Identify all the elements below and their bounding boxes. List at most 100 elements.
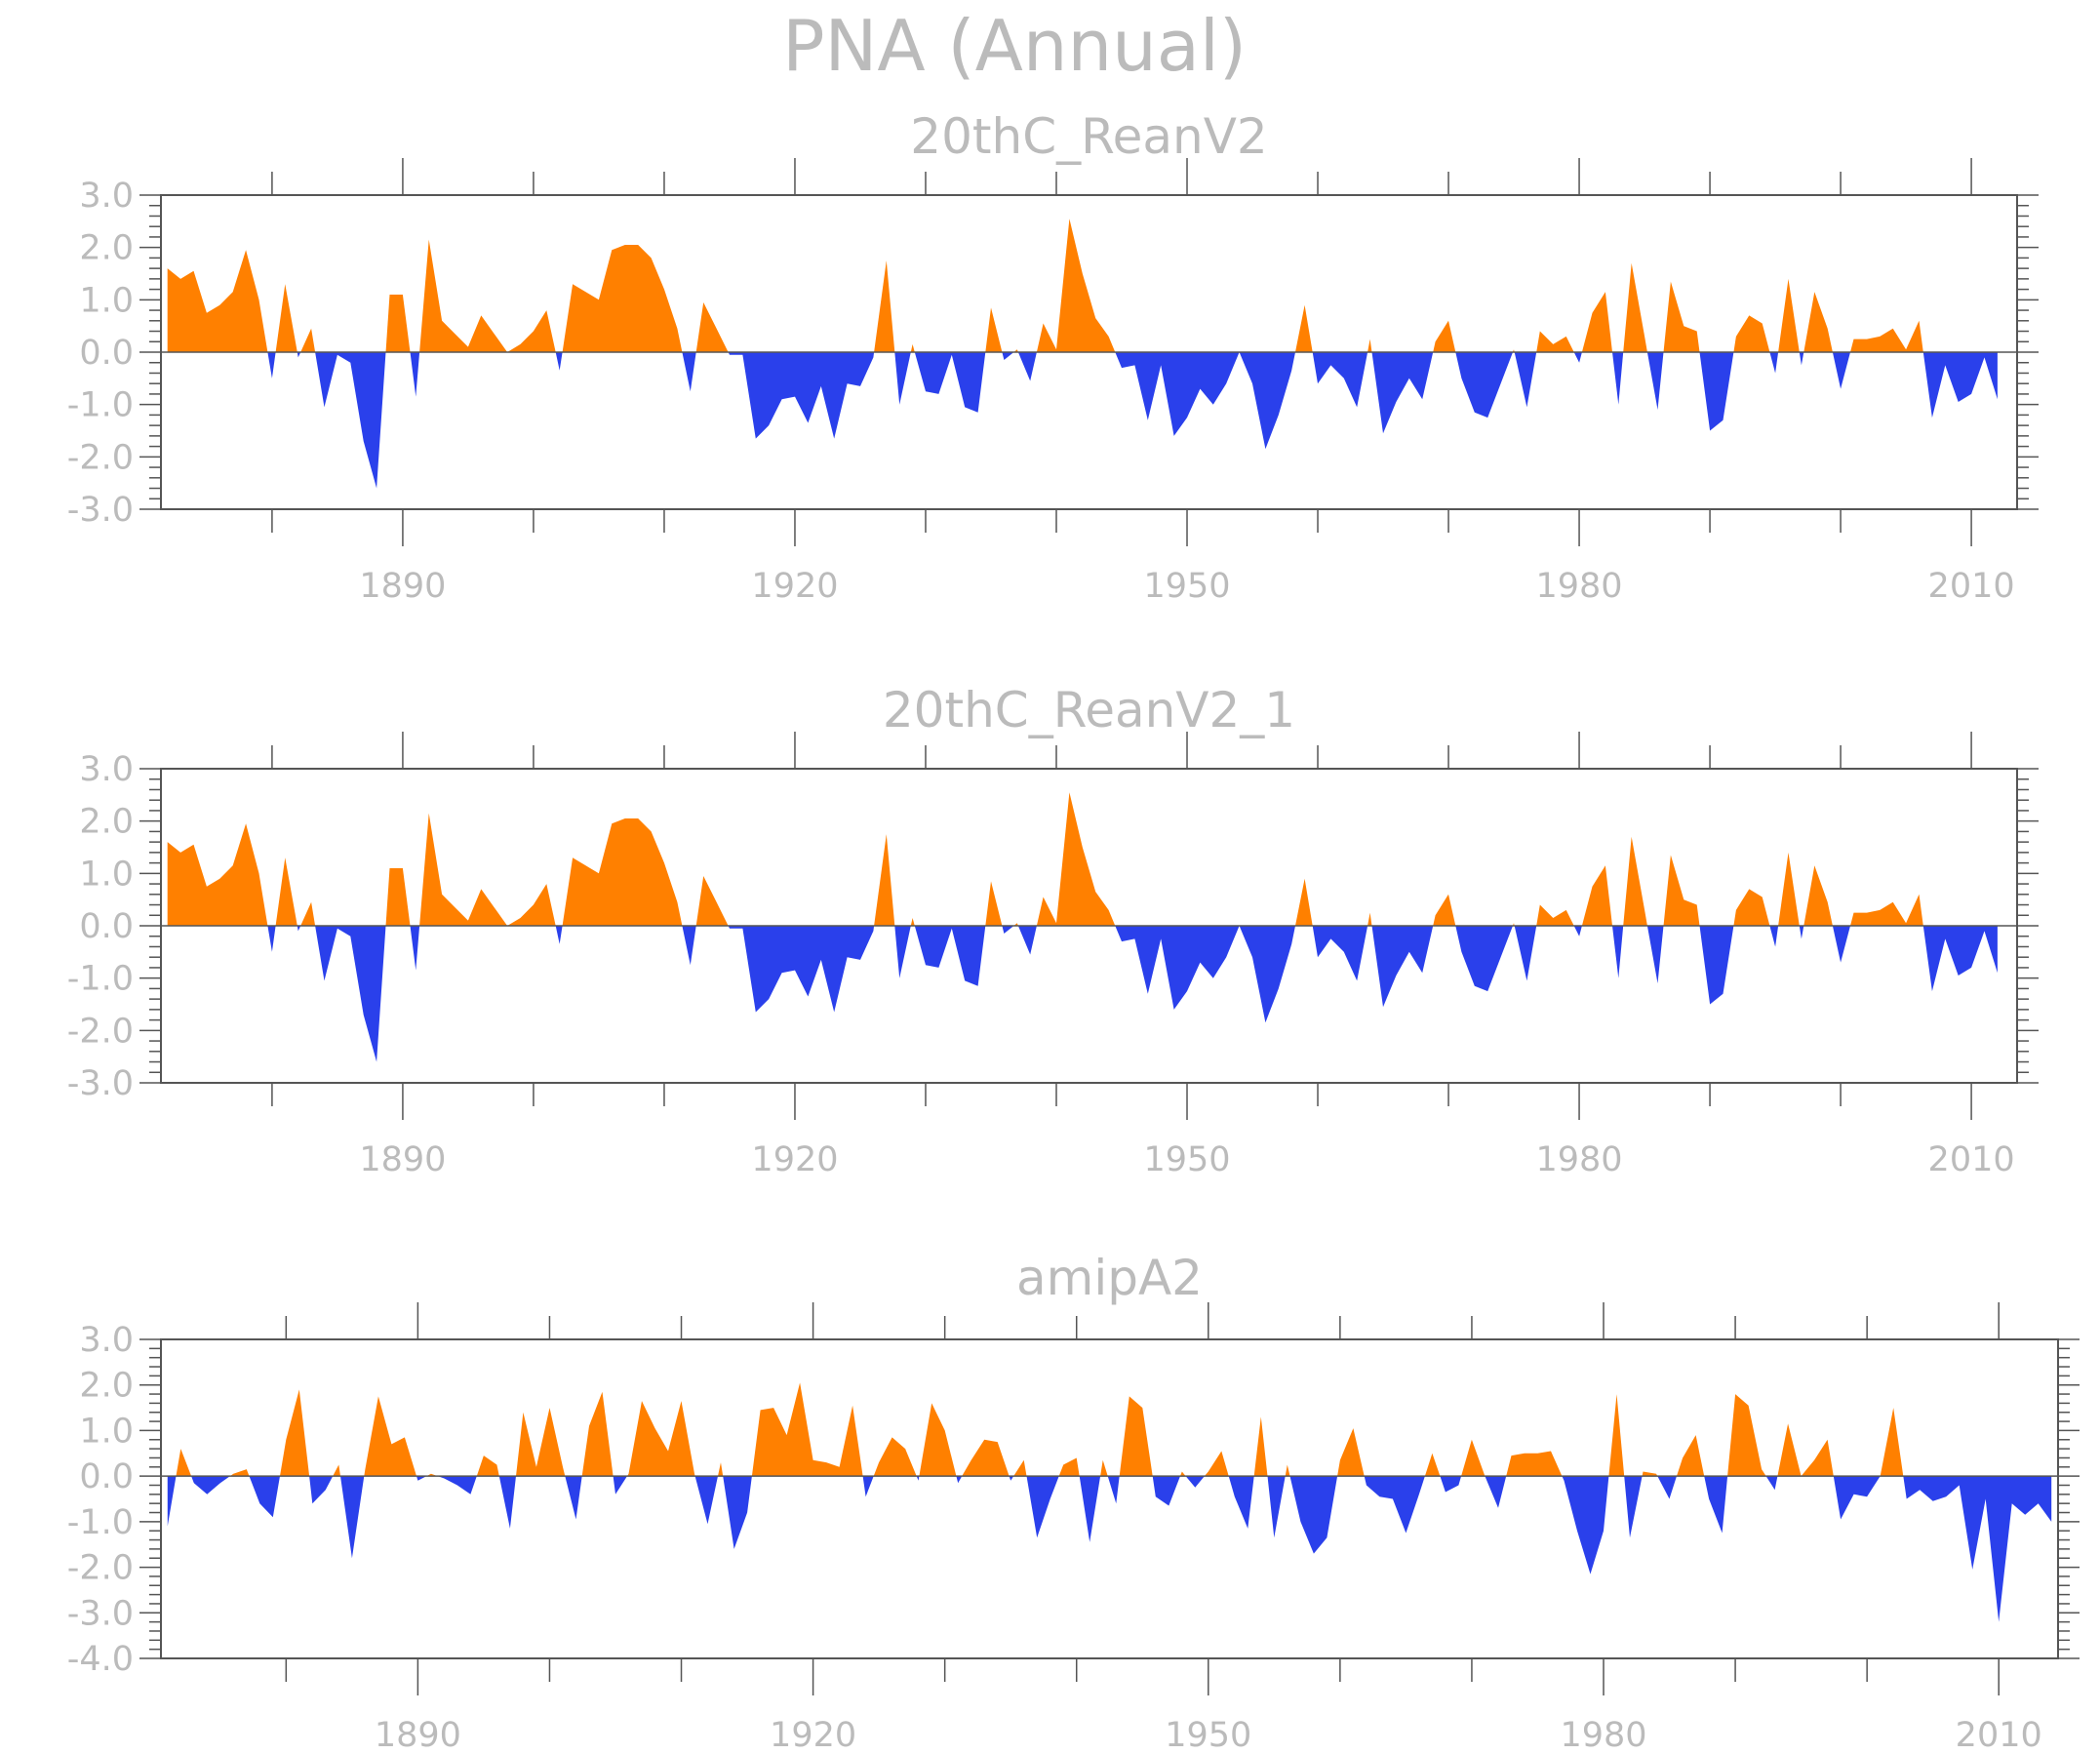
- negative-anomaly-area: [1624, 1476, 1643, 1538]
- panel-2: 20thC_ReanV2_1 3.0 2.0 1.0 0.0 -1.0 -2.0 -3.0 18…: [67, 682, 2039, 1179]
- negative-anomaly-area: [1002, 352, 1014, 360]
- negative-anomaly-area: [555, 926, 563, 944]
- positive-anomaly-area: [1294, 304, 1313, 352]
- negative-anomaly-area: [416, 1476, 427, 1481]
- x-tick-label: 1980: [1536, 567, 1623, 606]
- negative-anomaly-area: [1485, 1476, 1507, 1508]
- positive-anomaly-area: [751, 1382, 863, 1477]
- positive-anomaly-area: [695, 876, 729, 926]
- positive-anomaly-area: [1253, 1416, 1268, 1477]
- negative-anomaly-area: [1312, 352, 1368, 408]
- positive-anomaly-area: [1424, 1453, 1441, 1477]
- y-tick-label: -2.0: [67, 1549, 134, 1588]
- negative-anomaly-area: [410, 352, 420, 397]
- negative-anomaly-area: [167, 1476, 177, 1527]
- y-tick-label: 1.0: [79, 281, 134, 320]
- negative-anomaly-area: [728, 926, 875, 1013]
- positive-anomaly-area: [1204, 1451, 1229, 1477]
- y-tick-label: -3.0: [67, 1594, 134, 1633]
- negative-anomaly-area: [1922, 926, 1998, 992]
- positive-anomaly-area: [919, 1403, 957, 1477]
- negative-anomaly-area: [1657, 1476, 1677, 1499]
- positive-anomaly-area: [1581, 865, 1612, 926]
- y-tick-label: 2.0: [79, 803, 134, 842]
- positive-anomaly-area: [1536, 331, 1574, 352]
- negative-anomaly-area: [1514, 926, 1537, 981]
- negative-anomaly-area: [728, 352, 875, 439]
- negative-anomaly-area: [437, 1476, 477, 1495]
- positive-anomaly-area: [1727, 1394, 1766, 1477]
- positive-anomaly-area: [1179, 1471, 1186, 1477]
- positive-anomaly-area: [275, 284, 297, 352]
- negative-anomaly-area: [1646, 926, 1664, 983]
- positive-anomaly-area: [1536, 904, 1574, 926]
- negative-anomaly-area: [723, 1476, 752, 1549]
- negative-anomaly-area: [1699, 352, 1734, 431]
- positive-anomaly-area: [300, 328, 316, 352]
- positive-anomaly-area: [695, 302, 729, 352]
- positive-anomaly-area: [1777, 1423, 1834, 1477]
- negative-anomaly-area: [1371, 352, 1434, 434]
- negative-anomaly-area: [249, 1476, 280, 1518]
- positive-anomaly-area: [1367, 912, 1372, 926]
- positive-anomaly-area: [1803, 292, 1833, 352]
- positive-anomaly-area: [300, 901, 316, 926]
- negative-anomaly-area: [1267, 1476, 1286, 1538]
- main-title: PNA (Annual): [782, 5, 1247, 87]
- negative-anomaly-area: [1440, 1476, 1462, 1493]
- positive-anomaly-area: [985, 307, 1003, 352]
- y-tick-label: 3.0: [79, 1321, 134, 1360]
- negative-anomaly-area: [410, 926, 420, 971]
- negative-anomaly-area: [315, 352, 386, 489]
- negative-anomaly-area: [1115, 926, 1295, 1023]
- y-tick-label: 1.0: [79, 1412, 134, 1451]
- negative-anomaly-area: [297, 926, 301, 932]
- negative-anomaly-area: [1289, 1476, 1338, 1554]
- negative-anomaly-area: [1573, 352, 1582, 363]
- negative-anomaly-area: [1573, 926, 1582, 937]
- negative-anomaly-area: [894, 926, 911, 978]
- y-tick-label: 3.0: [79, 177, 134, 216]
- positive-anomaly-area: [910, 343, 915, 352]
- negative-anomaly-area: [1799, 352, 1804, 366]
- positive-anomaly-area: [1433, 320, 1456, 352]
- negative-anomaly-area: [339, 1476, 365, 1559]
- plot-area: [167, 219, 1998, 489]
- y-tick-label: -2.0: [67, 438, 134, 477]
- negative-anomaly-area: [1364, 1476, 1425, 1534]
- positive-anomaly-area: [476, 1455, 499, 1477]
- positive-anomaly-area: [364, 1396, 416, 1477]
- negative-anomaly-area: [1228, 1476, 1254, 1529]
- negative-anomaly-area: [1312, 926, 1368, 981]
- positive-anomaly-area: [1337, 1428, 1365, 1477]
- positive-anomaly-area: [167, 823, 268, 926]
- positive-anomaly-area: [1733, 889, 1770, 926]
- negative-anomaly-area: [1115, 352, 1295, 450]
- negative-anomaly-area: [1833, 1476, 1881, 1520]
- negative-anomaly-area: [1562, 1476, 1609, 1575]
- x-tick-label: 1980: [1536, 1140, 1623, 1179]
- negative-anomaly-area: [1185, 1476, 1205, 1488]
- negative-anomaly-area: [894, 352, 911, 405]
- positive-anomaly-area: [176, 1449, 192, 1477]
- plot-frame: [160, 1338, 2059, 1659]
- panel-title: 20thC_ReanV2_1: [883, 682, 1295, 738]
- negative-anomaly-area: [1079, 1476, 1101, 1542]
- x-tick-label: 1890: [375, 1716, 461, 1754]
- negative-anomaly-area: [498, 1476, 516, 1529]
- positive-anomaly-area: [873, 1437, 917, 1477]
- x-tick-label: 1890: [359, 567, 446, 606]
- negative-anomaly-area: [1455, 926, 1513, 992]
- positive-anomaly-area: [1119, 1396, 1153, 1477]
- y-tick-label: 0.0: [79, 1457, 134, 1496]
- positive-anomaly-area: [419, 239, 556, 352]
- negative-anomaly-area: [267, 352, 276, 379]
- negative-anomaly-area: [1009, 1476, 1014, 1481]
- y-tick-label: 0.0: [79, 334, 134, 373]
- positive-anomaly-area: [1778, 852, 1800, 926]
- negative-anomaly-area: [191, 1476, 230, 1495]
- y-tick-label: -1.0: [67, 960, 134, 999]
- negative-anomaly-area: [914, 352, 986, 413]
- negative-anomaly-area: [555, 352, 563, 371]
